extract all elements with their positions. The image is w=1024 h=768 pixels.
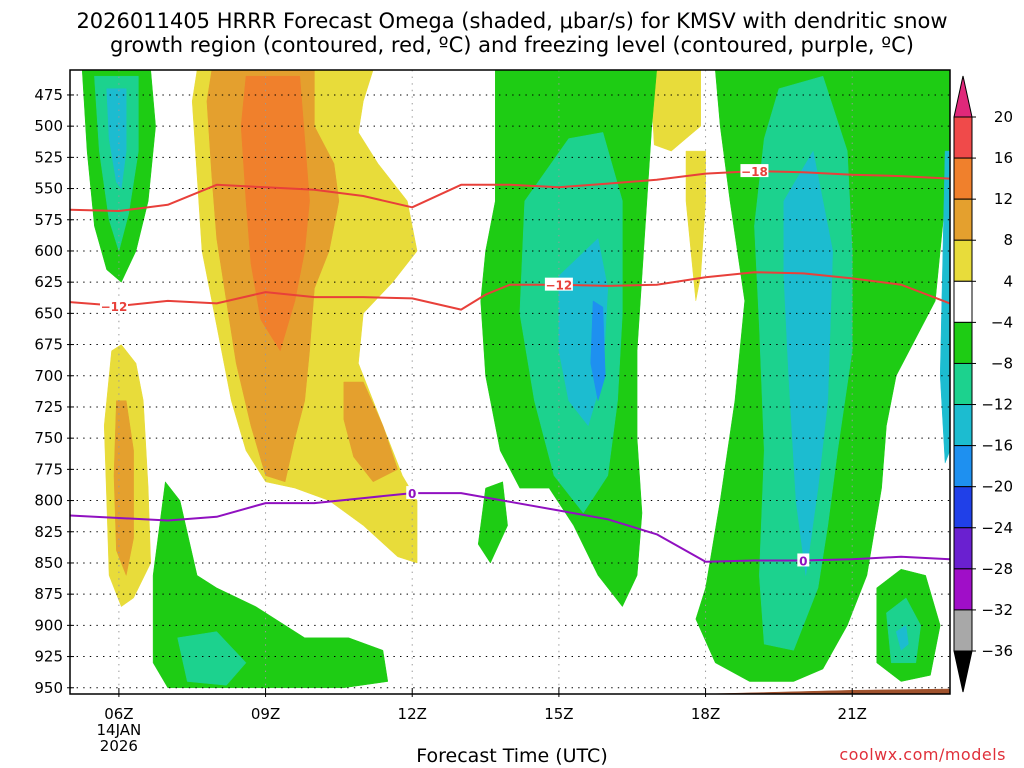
colorbar-label-6: −8 <box>991 354 1013 372</box>
y-tick-label-800: 800 <box>34 492 63 510</box>
x-tick-label-21Z: 21Z <box>838 705 867 723</box>
colorbar-bottom-arrow <box>953 650 973 693</box>
contour-label-3: 0 <box>408 487 416 501</box>
y-tick-label-575: 575 <box>34 211 63 229</box>
colorbar-bin-9 <box>953 486 973 529</box>
y-tick-label-525: 525 <box>34 148 63 166</box>
y-tick-label-725: 725 <box>34 398 63 416</box>
colorbar-label-3: 8 <box>1003 231 1013 249</box>
site-credit: coolwx.com/models <box>839 745 1006 764</box>
contour-minus12 <box>70 271 950 311</box>
x-tick-label-09Z: 09Z <box>251 705 280 723</box>
omega-region-rise-22z-m12tom16 <box>895 625 909 651</box>
colorbar-bin-1 <box>953 157 973 200</box>
contour-label-1: −12 <box>546 279 573 293</box>
colorbar-bin-7 <box>953 404 973 447</box>
colorbar-bin-4 <box>953 280 973 323</box>
omega-region-sink-06z-8to12 <box>113 400 134 576</box>
colorbar-bin-3 <box>953 239 973 282</box>
y-tick-label-775: 775 <box>34 460 63 478</box>
colorbar-top-arrow <box>953 75 973 118</box>
contour-label-bg-0 <box>100 298 128 312</box>
contour-minus18 <box>70 170 950 212</box>
colorbar-label-8: −16 <box>981 437 1013 455</box>
colorbar: 20 16 12 8 4 −4 −8 −12 −16 −20 −24 −28 −32 −36 <box>953 75 1013 693</box>
y-tick-label-475: 475 <box>34 86 63 104</box>
x-tick-label-06Z: 06Z <box>104 705 133 723</box>
chart-title-line-2: growth region (contoured, red, ºC) and f… <box>110 33 914 57</box>
colorbar-bin-8 <box>953 445 973 488</box>
y-tick-label-625: 625 <box>34 273 63 291</box>
contour-labels: −12 −12 −18 0 0 <box>100 164 810 568</box>
colorbar-label-1: 16 <box>994 149 1013 167</box>
chart-title-line-1: 2026011405 HRRR Forecast Omega (shaded, … <box>76 9 948 33</box>
colorbar-label-9: −20 <box>981 478 1013 496</box>
x-tick-sublabel-14JAN: 14JAN <box>97 721 142 739</box>
y-tick-label-675: 675 <box>34 336 63 354</box>
colorbar-bin-12 <box>953 609 973 652</box>
colorbar-label-7: −12 <box>981 396 1013 414</box>
contour-label-bg-2 <box>740 164 769 178</box>
colorbar-bin-2 <box>953 198 973 241</box>
omega-region-rise-23z-m12tom16 <box>939 150 950 464</box>
colorbar-label-11: −28 <box>981 560 1013 578</box>
y-axis-pressure: 475 500 525 550 575 600 625 650 675 700 725 750 775 8… <box>34 86 74 697</box>
colorbar-label-2: 12 <box>994 190 1013 208</box>
contour-label-bg-3 <box>406 486 419 500</box>
colorbar-label-4: 4 <box>1003 272 1013 290</box>
y-tick-label-600: 600 <box>34 242 63 260</box>
colorbar-bin-0 <box>953 116 973 159</box>
y-tick-label-500: 500 <box>34 117 63 135</box>
y-tick-label-750: 750 <box>34 429 63 447</box>
colorbar-bin-6 <box>953 362 973 406</box>
x-tick-label-12Z: 12Z <box>398 705 427 723</box>
plot-frame <box>69 69 951 695</box>
contour-label-bg-1 <box>544 277 573 291</box>
colorbar-bin-10 <box>953 527 973 570</box>
y-tick-label-850: 850 <box>34 554 63 572</box>
omega-region-sink-plume-12to16 <box>240 75 310 352</box>
colorbar-label-0: 20 <box>994 108 1013 126</box>
colorbar-bin-11 <box>953 568 973 611</box>
omega-region-rise-14z-spur <box>477 481 508 564</box>
y-tick-label-550: 550 <box>34 180 63 198</box>
x-tick-label-15Z: 15Z <box>544 705 573 723</box>
colorbar-label-12: −32 <box>981 601 1013 619</box>
contour-label-2: −18 <box>741 165 768 179</box>
colorbar-bin-5 <box>953 321 973 364</box>
y-tick-label-950: 950 <box>34 679 63 697</box>
colorbar-label-13: −36 <box>981 642 1013 660</box>
y-tick-label-925: 925 <box>34 648 63 666</box>
omega-region-rise-09z-m8tom12 <box>177 631 247 686</box>
x-tick-sublabel-2026: 2026 <box>100 737 138 755</box>
contour-label-4: 0 <box>799 554 807 568</box>
x-axis-title: Forecast Time (UTC) <box>416 745 608 767</box>
y-tick-label-650: 650 <box>34 304 63 322</box>
colorbar-label-10: −24 <box>981 519 1013 537</box>
omega-shading <box>70 70 950 694</box>
contour-label-0: −12 <box>101 300 128 314</box>
omega-region-rise-06z-m12tom16 <box>106 88 127 189</box>
x-tick-label-18Z: 18Z <box>691 705 720 723</box>
y-tick-label-875: 875 <box>34 585 63 603</box>
contour-label-bg-4 <box>797 553 810 567</box>
omega-region-sink-lobe-8to12 <box>343 381 398 483</box>
y-tick-label-825: 825 <box>34 523 63 541</box>
y-tick-label-900: 900 <box>34 616 63 634</box>
colorbar-label-5: −4 <box>991 313 1013 331</box>
y-tick-label-700: 700 <box>34 367 63 385</box>
omega-region-rise-15z-m16tom20 <box>590 300 606 401</box>
